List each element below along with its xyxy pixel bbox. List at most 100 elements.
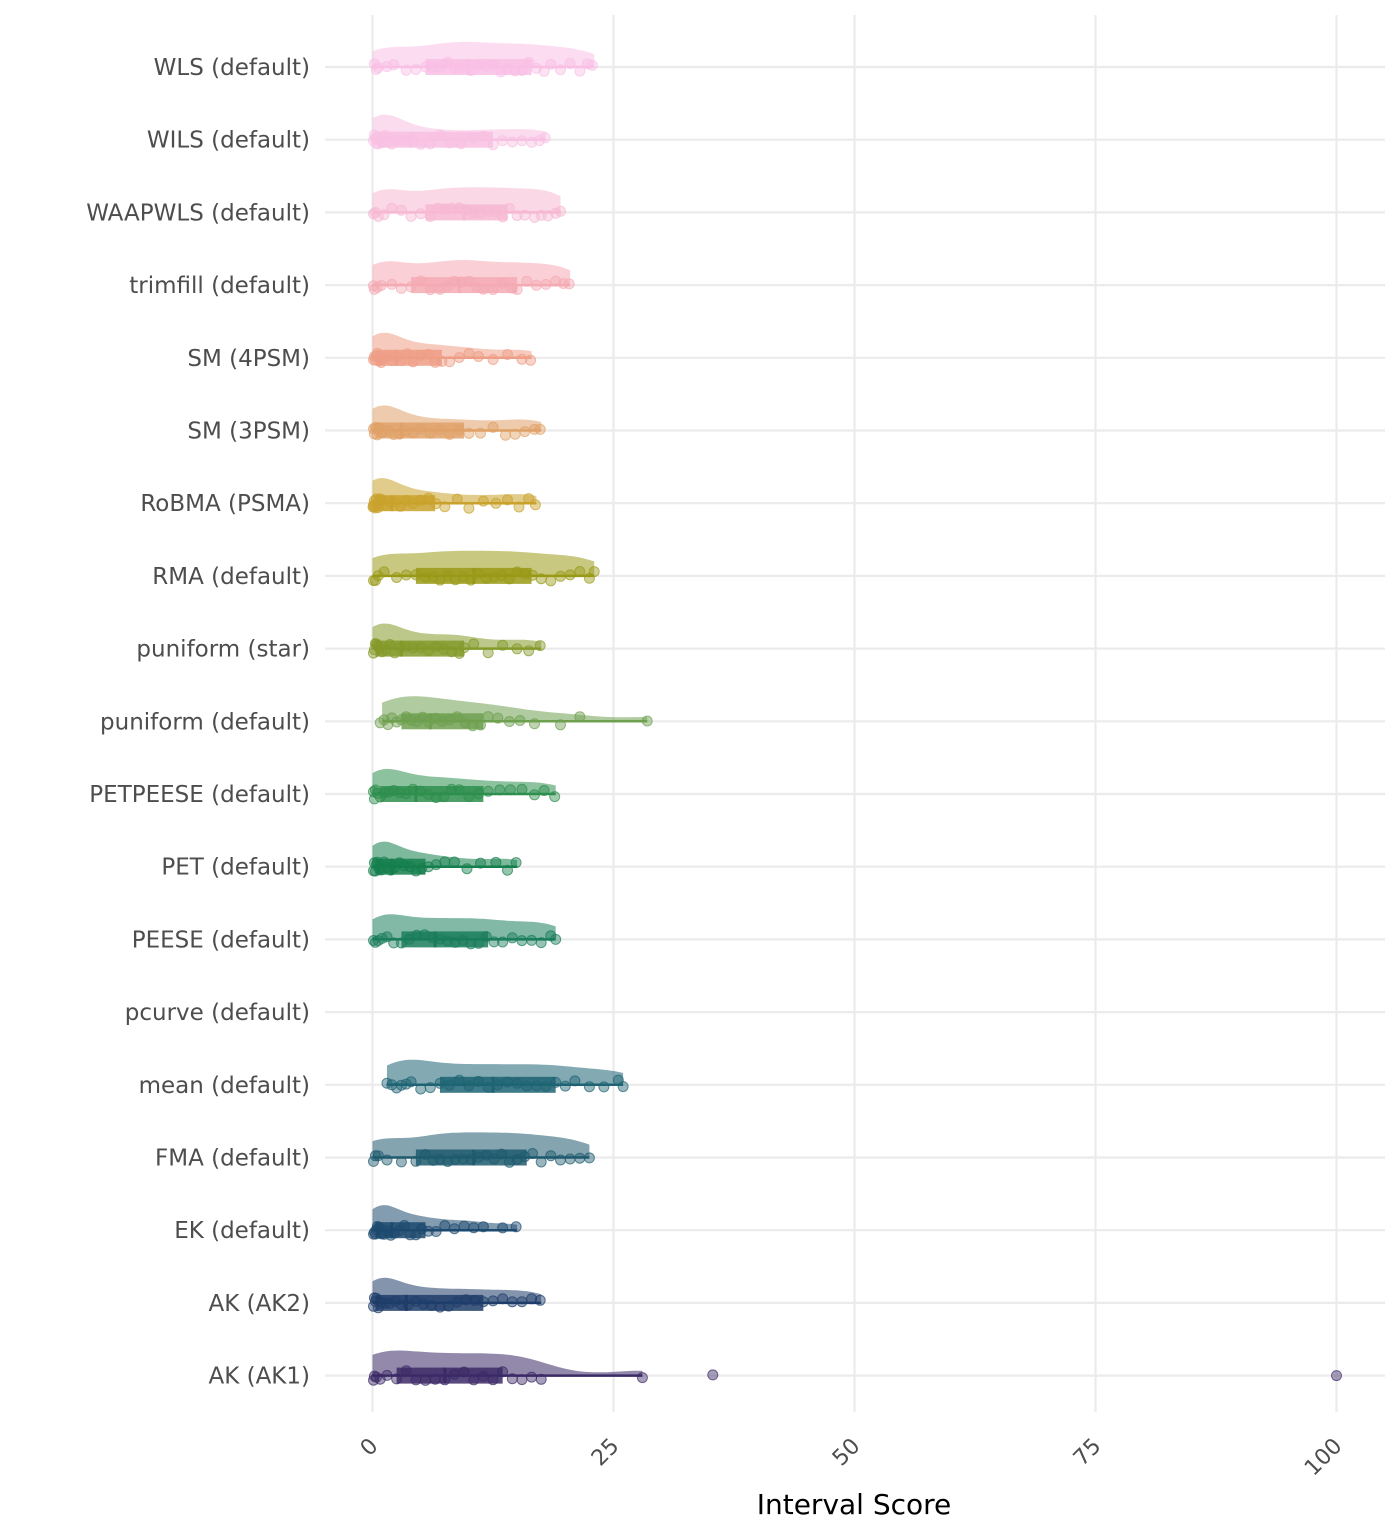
data-point: [535, 573, 547, 585]
box-iqr: [401, 713, 484, 730]
data-point: [641, 715, 653, 727]
data-point: [477, 283, 489, 295]
data-point: [477, 130, 489, 142]
data-point: [487, 284, 499, 295]
data-point: [500, 429, 511, 441]
data-point: [420, 1374, 431, 1386]
data-point: [471, 281, 483, 293]
category-label: RMA (default): [152, 564, 310, 590]
data-point: [574, 711, 586, 723]
data-point: [555, 205, 566, 217]
data-point: [497, 639, 509, 651]
data-point: [511, 284, 523, 295]
data-point: [420, 571, 431, 583]
category-label: mean (default): [139, 1073, 310, 1099]
data-point: [434, 61, 446, 73]
data-point: [424, 1082, 436, 1094]
data-point: [511, 1077, 523, 1089]
data-point: [410, 1374, 422, 1386]
data-point: [404, 861, 416, 873]
data-point: [422, 1225, 434, 1237]
data-point: [448, 856, 460, 868]
data-point: [519, 209, 531, 221]
x-tick-label: 100: [1300, 1434, 1347, 1481]
data-point: [511, 643, 523, 655]
data-point: [473, 351, 484, 362]
category-label: WILS (default): [147, 128, 310, 154]
data-point: [583, 1081, 595, 1093]
data-point: [506, 136, 518, 148]
data-point: [574, 1152, 586, 1164]
data-point: [405, 1076, 417, 1088]
data-point: [455, 276, 467, 288]
data-point: [529, 211, 540, 223]
box-iqr: [380, 786, 484, 802]
data-point: [521, 1080, 533, 1092]
data-point: [523, 56, 535, 68]
data-point: [503, 573, 515, 585]
data-point: [487, 58, 499, 70]
data-point: [475, 719, 486, 731]
data-point: [516, 783, 528, 795]
data-point: [495, 66, 507, 78]
data-point: [388, 937, 400, 949]
data-point: [506, 1296, 518, 1308]
data-point: [477, 1221, 489, 1233]
data-point: [636, 1372, 648, 1384]
data-point: [453, 784, 465, 796]
data-point: [475, 857, 486, 869]
data-point: [455, 138, 467, 150]
data-point: [477, 495, 489, 507]
data-point: [453, 424, 465, 436]
data-point: [480, 60, 492, 72]
data-point: [497, 1366, 509, 1378]
data-point: [482, 711, 494, 723]
data-point: [374, 791, 386, 803]
data-point: [564, 569, 576, 581]
data-point: [451, 1296, 463, 1308]
category-label: pcurve (default): [125, 1000, 310, 1026]
data-point: [463, 427, 475, 439]
data-point: [451, 493, 463, 505]
data-point: [502, 349, 513, 360]
data-point: [488, 936, 500, 948]
data-point: [503, 716, 515, 727]
data-point: [513, 501, 525, 513]
data-point: [458, 642, 470, 654]
data-point: [386, 278, 398, 290]
data-point: [497, 1222, 509, 1234]
data-point: [370, 63, 382, 75]
data-point: [427, 1154, 439, 1166]
data-point: [539, 132, 551, 144]
data-point: [389, 496, 401, 508]
data-point: [429, 1373, 441, 1385]
data-point: [504, 784, 516, 796]
data-point: [424, 211, 436, 222]
data-point: [477, 1296, 489, 1308]
data-point: [424, 284, 436, 296]
category-label: RoBMA (PSMA): [140, 491, 310, 517]
data-point: [555, 1154, 566, 1166]
data-point: [401, 348, 413, 360]
data-point: [540, 278, 552, 290]
data-point: [388, 59, 400, 71]
data-point: [391, 1373, 403, 1385]
data-point: [482, 206, 494, 217]
data-point: [453, 62, 465, 74]
data-point: [482, 1081, 494, 1093]
data-point: [530, 1080, 542, 1092]
data-point: [381, 61, 393, 72]
data-point: [407, 642, 419, 654]
data-point: [381, 1369, 393, 1381]
data-point: [394, 428, 405, 440]
data-point: [550, 933, 562, 945]
data-point: [395, 1156, 407, 1168]
data-point: [374, 1373, 386, 1385]
category-label: SM (3PSM): [187, 419, 310, 445]
data-point: [405, 281, 417, 293]
data-point: [521, 275, 533, 287]
data-point: [458, 1220, 470, 1232]
data-point: [550, 1076, 562, 1088]
data-point: [430, 1226, 442, 1237]
data-point: [400, 1365, 412, 1377]
